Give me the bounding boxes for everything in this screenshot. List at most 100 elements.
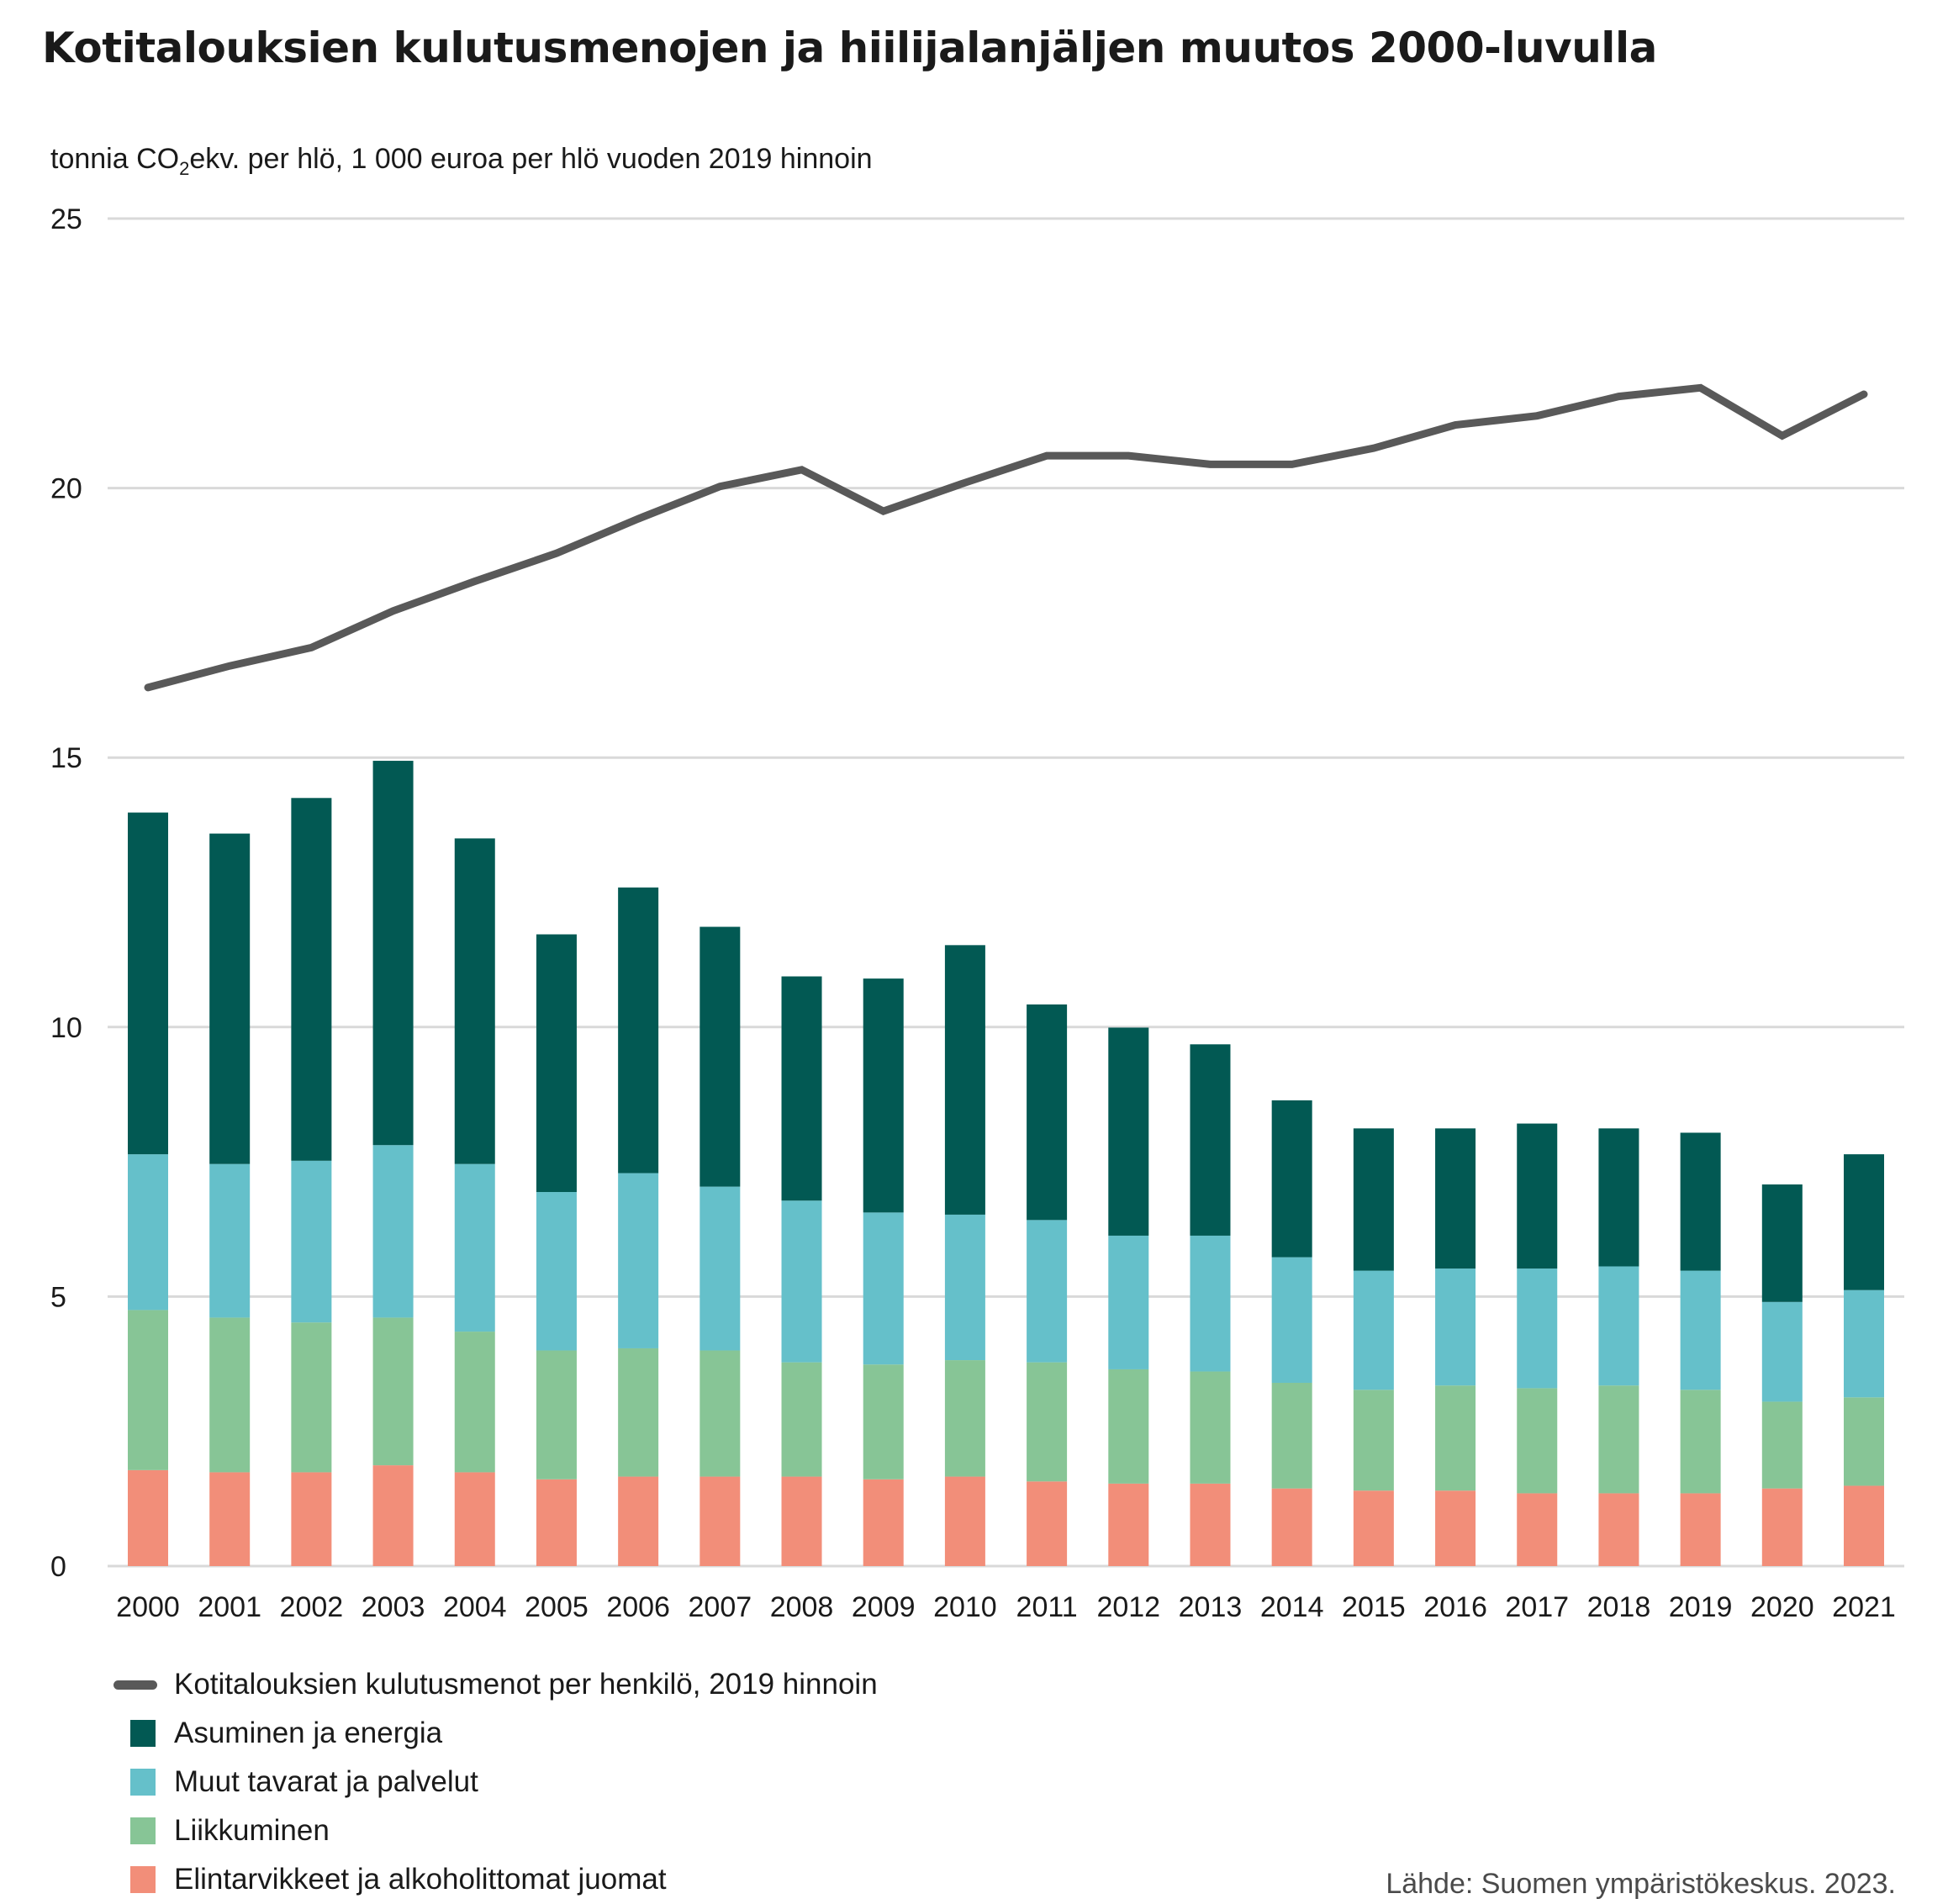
bar-segment-2017 [1517,1493,1558,1566]
y-tick-label: 5 [50,1281,66,1313]
x-tick-label: 2002 [280,1591,344,1623]
x-tick-label: 2013 [1179,1591,1243,1623]
bar-segment-2008 [781,1200,822,1363]
bar-segment-2018 [1598,1266,1639,1386]
bar-segment-2002 [291,1472,332,1566]
bar-segment-2006 [618,1348,659,1477]
legend-color-swatch [130,1866,156,1893]
bar-segment-2003 [372,1145,414,1318]
bar-segment-2012 [1108,1235,1149,1369]
legend-item: Kotitalouksien kulutusmenot per henkilö,… [114,1660,878,1709]
x-tick-label: 2018 [1587,1591,1651,1623]
bar-segment-2018 [1598,1493,1639,1566]
bar-segment-2011 [1027,1220,1068,1363]
y-axis-ticks: 0 5 10 15 20 25 [50,203,82,1583]
x-tick-label: 2020 [1750,1591,1814,1623]
bar-segment-2021 [1844,1290,1884,1398]
x-tick-label: 2009 [852,1591,916,1623]
legend-label: Muut tavarat ja palvelut [174,1765,478,1798]
bar-segment-2007 [699,1186,741,1351]
bar-segment-2007 [699,1350,741,1477]
bar-segment-2013 [1190,1044,1231,1236]
bar-segment-2020 [1761,1184,1803,1302]
bar-segment-2013 [1190,1235,1231,1372]
x-tick-label: 2006 [606,1591,670,1623]
bar-segment-2012 [1108,1369,1149,1484]
bar-segment-2008 [781,976,822,1201]
bar-segment-2009 [863,1479,904,1566]
y-tick-label: 10 [50,1012,82,1044]
bar-segment-2015 [1353,1128,1394,1271]
bar-segment-2014 [1271,1257,1312,1383]
bar-segment-2018 [1598,1128,1639,1267]
bar-segment-2002 [291,1322,332,1473]
bar-segment-2005 [536,1192,577,1351]
y-tick-label: 15 [50,742,82,774]
bar-segment-2002 [291,1160,332,1323]
bar-segment-2000 [128,1310,168,1470]
bar-segment-2009 [863,978,904,1213]
chart-title: Kotitalouksien kulutusmenojen ja hiilija… [42,24,1657,72]
bar-segment-2010 [944,1360,985,1477]
unit-subscript: 2 [179,157,190,179]
bar-segment-2003 [372,1317,414,1466]
bar-segment-2021 [1844,1397,1884,1486]
bar-segment-2001 [209,1163,251,1318]
x-axis-ticks: 2000 2001 2002 2003 2004 2005 2006 2007 2008 2009… [116,1591,1896,1623]
stacked-bars [128,761,1884,1566]
bar-segment-2007 [699,926,741,1187]
bar-segment-2021 [1844,1154,1884,1290]
bar-segment-2006 [618,1476,659,1566]
bar-segment-2020 [1761,1401,1803,1489]
bar-segment-2008 [781,1362,822,1477]
unit-suffix: ekv. per hlö, 1 000 euroa per hlö vuoden… [189,143,873,175]
unit-prefix: tonnia CO [50,143,180,175]
legend-line-swatch [114,1680,157,1690]
x-tick-label: 2001 [198,1591,261,1623]
legend: Kotitalouksien kulutusmenot per henkilö,… [114,1660,878,1904]
bar-segment-2004 [454,838,495,1164]
bar-segment-2013 [1190,1371,1231,1484]
legend-color-swatch [130,1817,156,1844]
bar-segment-2010 [944,945,985,1215]
x-tick-label: 2019 [1669,1591,1733,1623]
bar-segment-2019 [1680,1270,1721,1390]
legend-label: Asuminen ja energia [174,1717,443,1749]
bar-segment-2017 [1517,1268,1558,1389]
bar-segment-2011 [1027,1481,1068,1566]
x-tick-label: 2005 [525,1591,589,1623]
legend-item: Liikkuminen [114,1806,878,1855]
bar-segment-2002 [291,798,332,1161]
y-tick-label: 25 [50,203,82,235]
bar-segment-2016 [1435,1268,1476,1386]
bar-segment-2020 [1761,1301,1803,1402]
bar-segment-2006 [618,887,659,1174]
legend-color-swatch [130,1720,156,1747]
bar-segment-2003 [372,761,414,1146]
bar-segment-2012 [1108,1027,1149,1236]
bar-segment-2001 [209,1472,251,1566]
bar-segment-2015 [1353,1270,1394,1390]
bar-segment-2011 [1027,1362,1068,1482]
bar-segment-2021 [1844,1485,1884,1566]
bar-segment-2016 [1435,1128,1476,1269]
x-tick-label: 2012 [1096,1591,1160,1623]
bar-segment-2010 [944,1214,985,1361]
legend-item: Asuminen ja energia [114,1709,878,1758]
x-tick-label: 2014 [1260,1591,1324,1623]
bar-segment-2012 [1108,1483,1149,1566]
consumption-line [144,383,1868,692]
bar-segment-2015 [1353,1490,1394,1566]
bar-segment-2019 [1680,1132,1721,1271]
bar-segment-2014 [1271,1382,1312,1489]
bar-segment-2018 [1598,1385,1639,1494]
y-tick-label: 20 [50,473,82,505]
bar-segment-2008 [781,1476,822,1566]
bar-segment-2009 [863,1212,904,1365]
x-tick-label: 2011 [1016,1591,1078,1623]
x-tick-label: 2017 [1505,1591,1569,1623]
legend-item: Elintarvikkeet ja alkoholittomat juomat [114,1855,878,1904]
bar-segment-2004 [454,1332,495,1473]
y-axis-unit-label: tonnia CO2ekv. per hlö, 1 000 euroa per … [50,143,873,180]
